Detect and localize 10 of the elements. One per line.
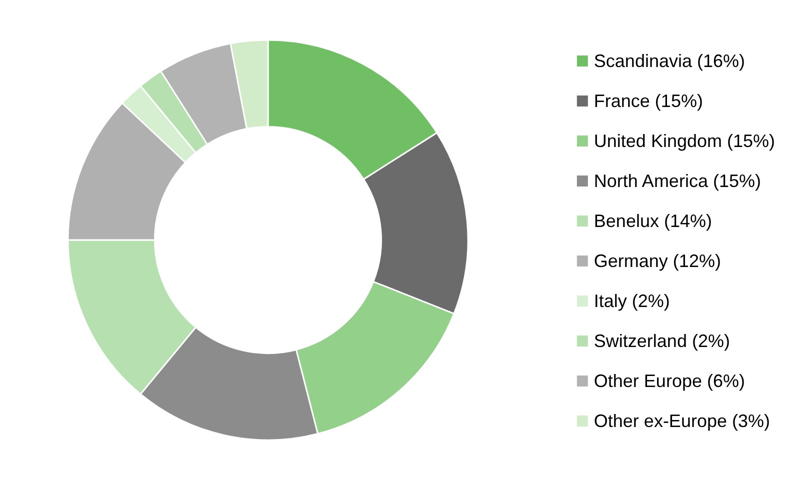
legend-label: Scandinavia (16%) <box>594 51 746 71</box>
legend-label: Switzerland (2%) <box>594 331 730 351</box>
legend-label: Germany (12%) <box>594 251 721 271</box>
legend-label: Benelux (14%) <box>594 211 712 231</box>
legend-label: Other ex-Europe (3%) <box>594 411 770 431</box>
legend-label: North America (15%) <box>594 171 761 191</box>
legend-label: Italy (2%) <box>594 291 670 311</box>
legend-label: France (15%) <box>594 91 703 111</box>
legend-label: Other Europe (6%) <box>594 371 745 391</box>
legend-label: United Kingdom (15%) <box>594 131 776 151</box>
